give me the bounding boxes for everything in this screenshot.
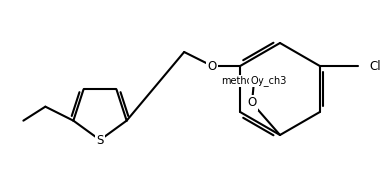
Text: O: O: [208, 60, 217, 73]
Text: Cl: Cl: [370, 60, 381, 73]
Text: O: O: [208, 60, 217, 73]
Text: O: O: [247, 97, 257, 109]
Text: methoxy_ch3: methoxy_ch3: [221, 76, 287, 86]
Text: Cl: Cl: [369, 60, 381, 73]
Text: O: O: [250, 76, 258, 86]
Text: S: S: [96, 133, 104, 147]
Text: O: O: [247, 97, 257, 109]
Text: S: S: [96, 133, 104, 147]
